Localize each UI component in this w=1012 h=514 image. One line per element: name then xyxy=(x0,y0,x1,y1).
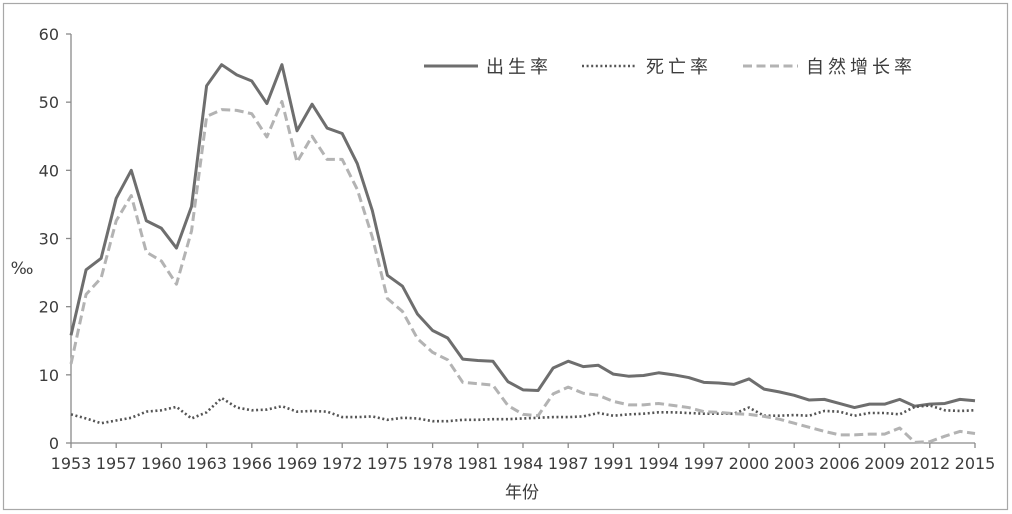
y-tick-label: 0 xyxy=(49,434,59,453)
x-tick-label: 2000 xyxy=(729,454,770,473)
x-tick-label: 1960 xyxy=(141,454,182,473)
y-tick-label: 60 xyxy=(39,25,59,44)
legend-label-birth-rate: 出生率 xyxy=(486,57,552,78)
legend: 出生率 死亡率 自然增长率 xyxy=(424,57,916,78)
death-rate-line xyxy=(70,396,976,425)
legend-item-death-rate: 死亡率 xyxy=(582,57,712,78)
x-tick-label: 1981 xyxy=(457,454,498,473)
x-tick-label: 1966 xyxy=(231,454,272,473)
x-tick-group: 1953 1957 1960 1963 1966 1969 1972 1975 1978 1981… xyxy=(51,443,996,473)
legend-item-birth-rate: 出生率 xyxy=(424,57,552,78)
x-tick-label: 1997 xyxy=(683,454,724,473)
y-tick-label: 50 xyxy=(39,93,59,112)
y-axis-title: ‰ xyxy=(11,259,34,279)
y-tick-group: 0 10 20 30 40 50 60 xyxy=(39,25,71,453)
x-tick-label: 2009 xyxy=(864,454,905,473)
x-tick-label: 1963 xyxy=(186,454,227,473)
x-tick-label: 2003 xyxy=(774,454,815,473)
x-tick-label: 1991 xyxy=(593,454,634,473)
x-tick-label: 1972 xyxy=(322,454,363,473)
legend-label-death-rate: 死亡率 xyxy=(646,57,712,78)
x-tick-label: 1975 xyxy=(367,454,408,473)
x-tick-label: 1957 xyxy=(96,454,137,473)
legend-label-natural-growth-rate: 自然增长率 xyxy=(806,57,916,78)
y-tick-label: 30 xyxy=(39,230,59,249)
x-tick-label: 2006 xyxy=(819,454,860,473)
birth-rate-line xyxy=(69,63,976,410)
x-tick-label: 2012 xyxy=(909,454,950,473)
legend-item-natural-growth-rate: 自然增长率 xyxy=(743,57,916,78)
x-axis: 1953 1957 1960 1963 1966 1969 1972 1975 1978 1981… xyxy=(51,442,996,473)
y-tick-label: 20 xyxy=(39,298,59,317)
plot-area xyxy=(69,63,976,444)
y-tick-label: 40 xyxy=(39,161,59,180)
x-tick-label: 1969 xyxy=(277,454,318,473)
x-tick-label: 1994 xyxy=(638,454,679,473)
x-tick-label: 1978 xyxy=(412,454,453,473)
natural-growth-rate-line xyxy=(69,99,976,444)
x-axis-title: 年份 xyxy=(505,483,539,503)
x-tick-label: 1987 xyxy=(548,454,589,473)
x-tick-label: 1953 xyxy=(51,454,92,473)
y-tick-label: 10 xyxy=(39,366,59,385)
x-tick-label: 1984 xyxy=(503,454,544,473)
x-tick-label: 2015 xyxy=(955,454,996,473)
y-axis: 0 10 20 30 40 50 60 xyxy=(39,25,72,453)
